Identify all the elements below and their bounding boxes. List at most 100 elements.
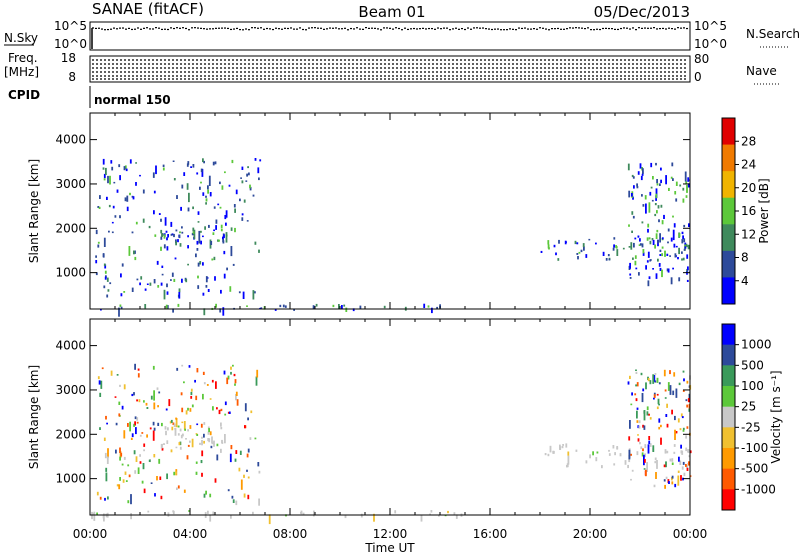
echo-cell — [146, 283, 149, 285]
nsky-point — [269, 28, 271, 30]
echo-cell — [686, 279, 689, 282]
echo-cell — [259, 159, 262, 162]
echo-cell — [187, 235, 189, 238]
echo-cell — [595, 457, 598, 462]
echo-cell — [663, 369, 666, 377]
echo-cell — [686, 380, 689, 384]
echo-cell — [659, 249, 662, 252]
echo-cell — [677, 475, 680, 486]
echo-cell — [636, 420, 639, 423]
echo-cell — [227, 375, 230, 380]
echo-cell — [216, 407, 218, 410]
echo-cell — [131, 287, 134, 292]
echo-cell — [682, 461, 685, 465]
echo-cell — [202, 158, 204, 163]
echo-cell — [580, 249, 583, 253]
velocity-colorbar-segment — [722, 386, 735, 408]
echo-cell — [249, 186, 252, 191]
echo-cell — [681, 258, 683, 261]
echo-cell — [208, 428, 210, 433]
echo-cell — [120, 306, 123, 309]
nsky-point — [422, 27, 424, 29]
echo-cell — [200, 423, 203, 428]
echo-cell — [161, 265, 164, 268]
nsky-point — [497, 28, 499, 30]
nsky-point — [464, 28, 466, 31]
echo-cell — [95, 255, 97, 258]
nsky-point — [491, 28, 493, 31]
echo-cell — [223, 234, 225, 239]
nsky-point — [146, 27, 148, 29]
echo-cell — [243, 199, 246, 203]
power-y-tick-label: 2000 — [55, 221, 86, 235]
nsky-point — [458, 28, 460, 30]
echo-cell — [673, 372, 676, 377]
nsky-point — [566, 28, 568, 30]
echo-cell — [656, 229, 659, 233]
echo-cell — [208, 224, 210, 228]
nsky-point — [488, 28, 490, 30]
echo-cell — [641, 452, 644, 457]
nsky-point — [344, 27, 346, 29]
nsky-point — [665, 28, 667, 30]
echo-cell — [165, 430, 167, 436]
echo-cell — [649, 443, 652, 447]
echo-cell — [686, 467, 689, 471]
echo-cell — [631, 211, 634, 215]
echo-cell — [595, 242, 597, 245]
nsky-point — [155, 27, 157, 29]
echo-cell — [576, 242, 579, 245]
echo-cell — [233, 204, 236, 208]
echo-cell — [123, 456, 126, 460]
echo-cell — [427, 305, 430, 308]
echo-cell — [133, 424, 135, 427]
radar-title: SANAE (fitACF) — [92, 0, 204, 18]
nsky-point — [599, 28, 601, 31]
echo-cell — [234, 383, 236, 386]
echo-cell — [225, 210, 228, 218]
echo-cell — [681, 416, 684, 419]
echo-cell — [670, 277, 673, 285]
echo-cell — [178, 288, 181, 293]
echo-cell — [672, 390, 675, 396]
echo-cell — [302, 512, 305, 515]
echo-cell — [627, 381, 630, 385]
echo-cell — [246, 173, 248, 177]
echo-cell — [685, 399, 688, 402]
nsky-point — [680, 27, 682, 29]
echo-cell — [641, 393, 644, 403]
echo-cell — [200, 460, 203, 464]
echo-cell — [167, 427, 169, 431]
echo-cell — [202, 192, 205, 196]
echo-cell — [258, 249, 260, 253]
echo-cell — [639, 238, 641, 242]
nsky-point — [284, 27, 286, 29]
echo-cell — [179, 446, 182, 450]
echo-cell — [194, 379, 196, 383]
echo-cell — [665, 476, 668, 479]
echo-cell — [119, 384, 121, 387]
echo-cell — [97, 376, 100, 380]
echo-cell — [97, 244, 100, 248]
echo-cell — [635, 384, 637, 387]
nsky-point — [149, 28, 151, 30]
nsky-point — [377, 28, 379, 30]
echo-cell — [240, 479, 243, 490]
echo-cell — [200, 240, 202, 245]
echo-cell — [178, 234, 181, 239]
echo-cell — [592, 451, 594, 456]
echo-cell — [642, 252, 645, 256]
echo-cell — [680, 413, 683, 417]
echo-cell — [249, 184, 251, 189]
echo-cell — [147, 510, 150, 513]
echo-cell — [176, 487, 178, 490]
echo-cell — [685, 195, 688, 198]
echo-cell — [547, 244, 550, 249]
echo-cell — [684, 242, 687, 245]
nsky-point — [440, 28, 442, 30]
echo-cell — [188, 365, 191, 368]
echo-cell — [624, 460, 627, 465]
echo-cell — [220, 408, 223, 412]
echo-cell — [161, 447, 164, 451]
echo-cell — [656, 377, 659, 383]
